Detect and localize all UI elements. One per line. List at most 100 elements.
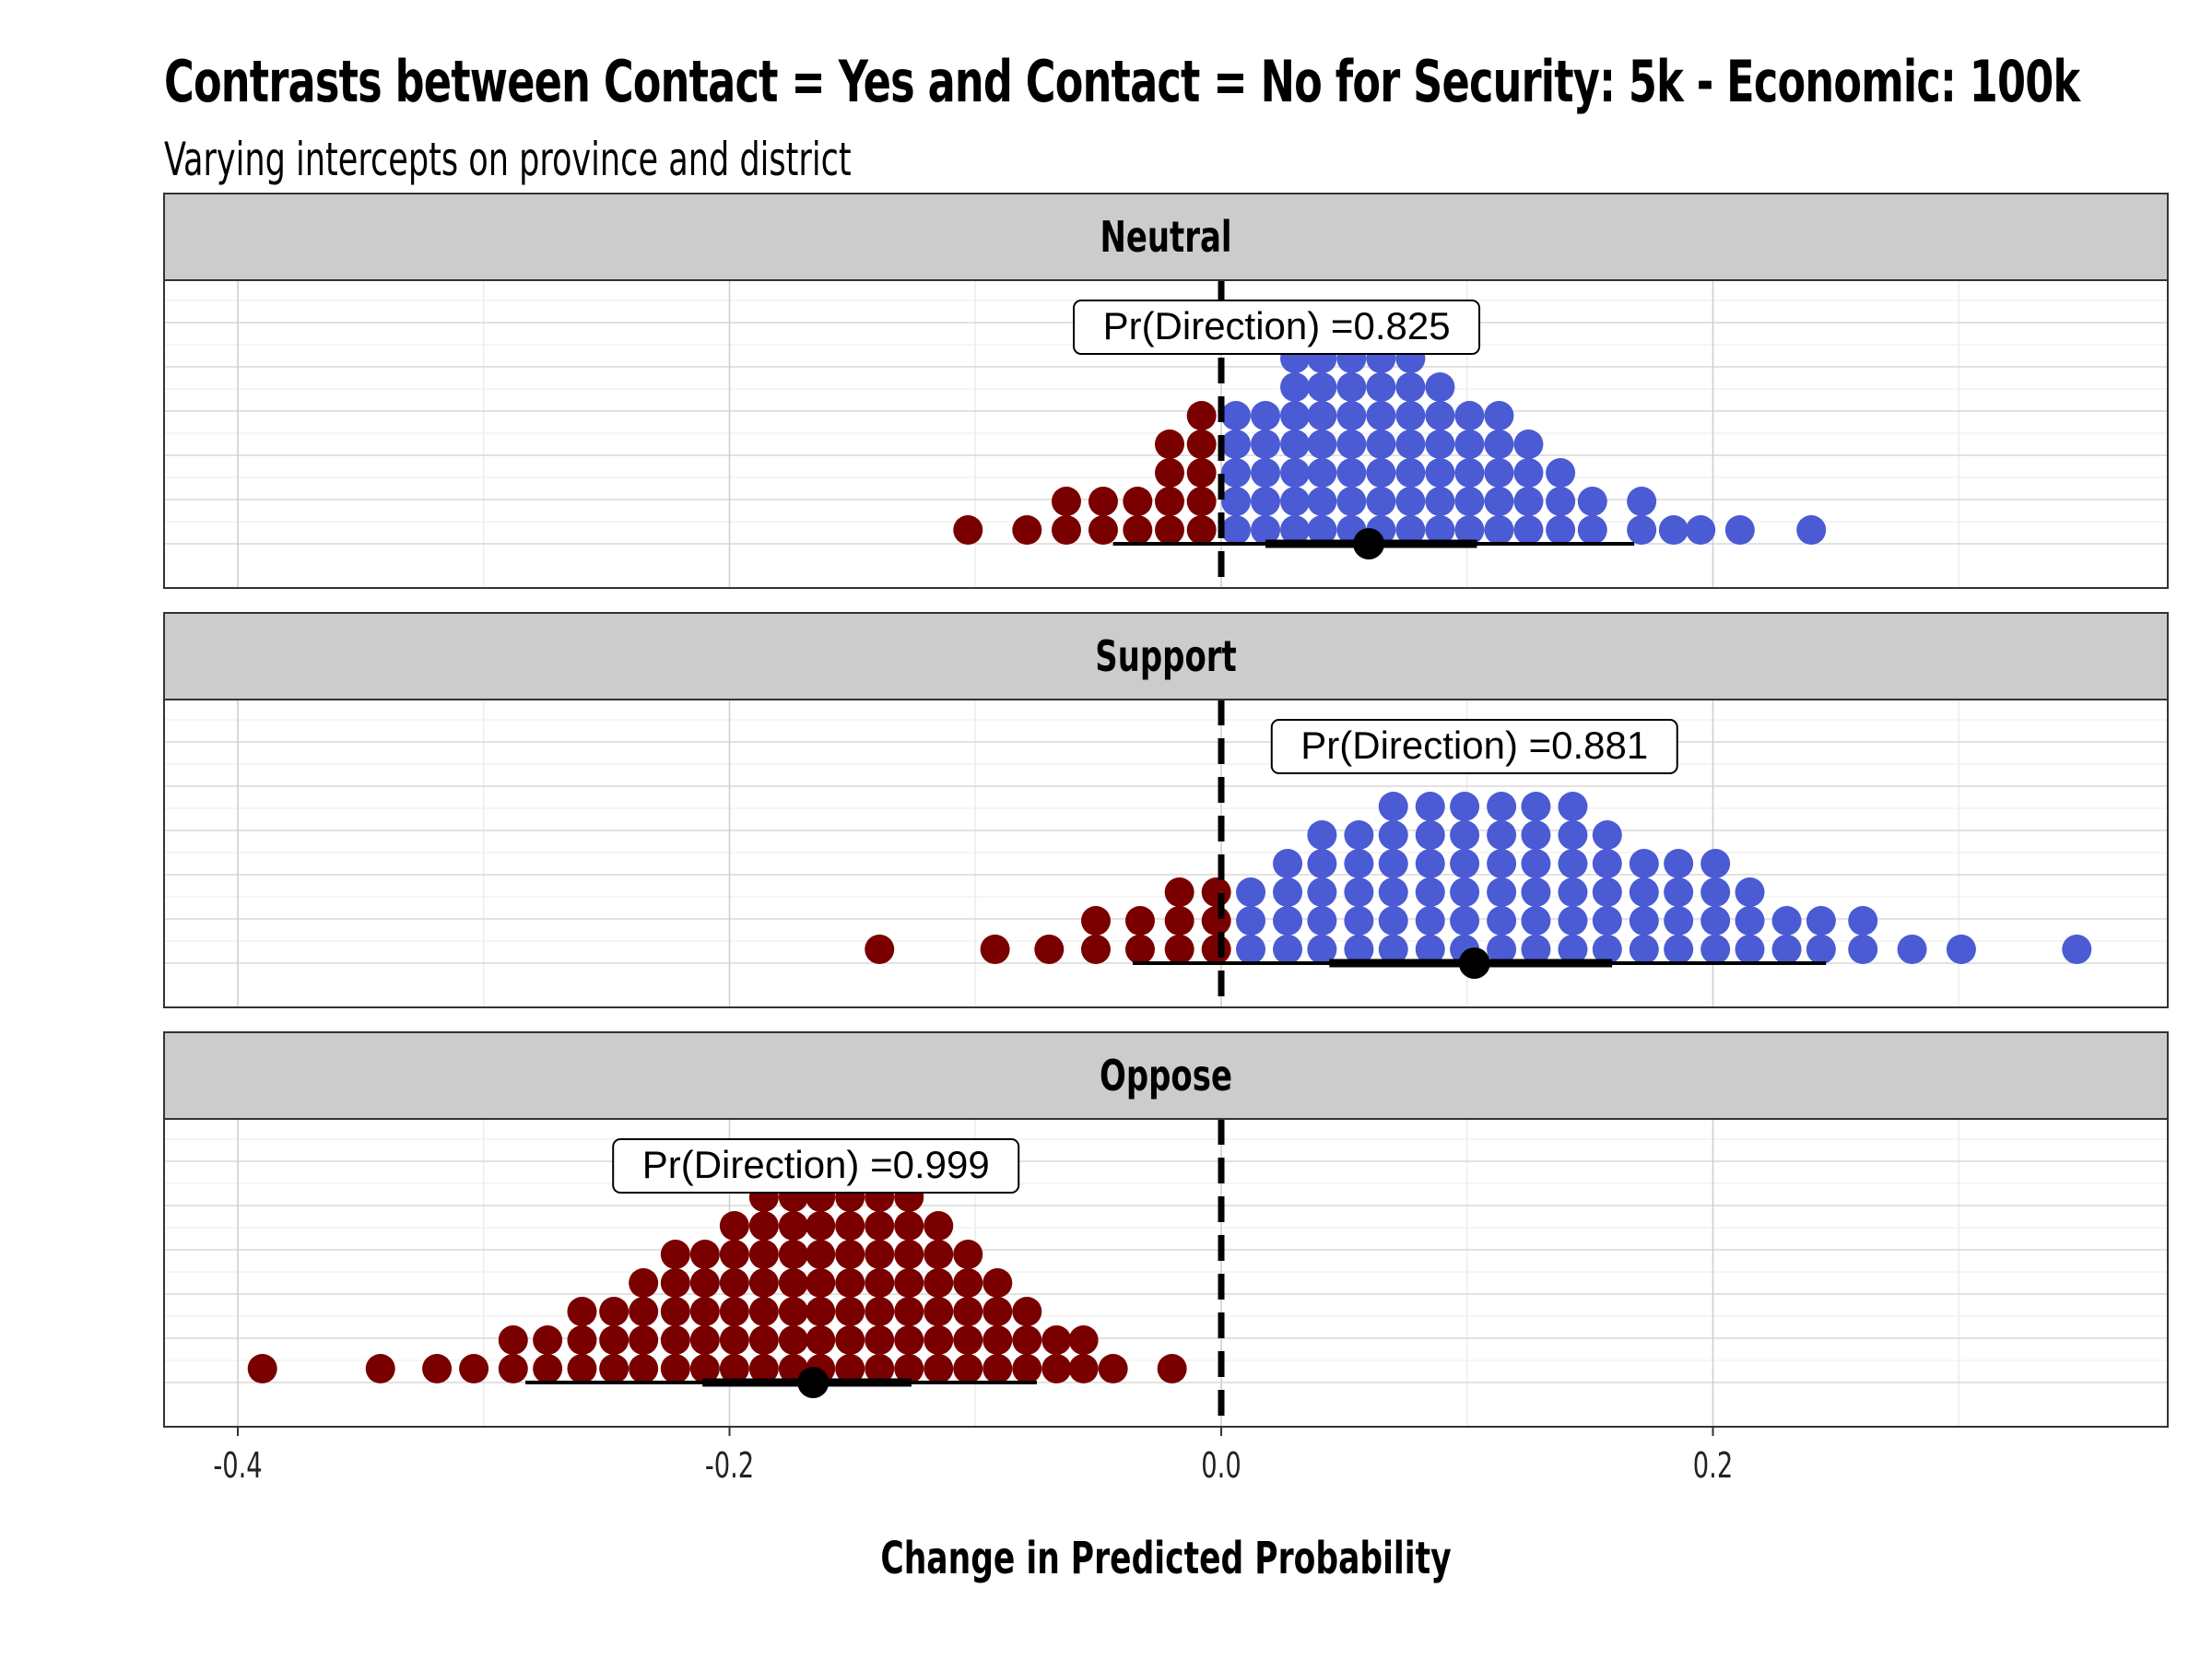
data-dot xyxy=(1450,849,1480,878)
data-dot xyxy=(1080,906,1111,935)
data-dot xyxy=(1735,877,1765,907)
data-dot xyxy=(1395,487,1426,516)
data-dot xyxy=(1558,877,1588,907)
data-dot xyxy=(924,1325,954,1355)
data-dot xyxy=(1186,401,1217,430)
data-dot xyxy=(1700,877,1731,907)
data-dot xyxy=(894,1240,924,1269)
data-dot xyxy=(1186,515,1217,545)
data-dot xyxy=(1251,458,1281,488)
data-dot xyxy=(1487,792,1517,821)
data-dot xyxy=(689,1354,720,1383)
data-dot xyxy=(1487,849,1517,878)
data-dot xyxy=(1577,487,1607,516)
data-dot xyxy=(1273,849,1303,878)
data-dot xyxy=(982,1354,1013,1383)
data-dot xyxy=(1307,820,1337,850)
data-dot xyxy=(748,1354,779,1383)
data-dot xyxy=(778,1211,808,1241)
data-dot xyxy=(1251,401,1281,430)
data-dot xyxy=(689,1297,720,1326)
data-dot xyxy=(1487,935,1517,964)
data-dot xyxy=(1280,487,1311,516)
data-dot xyxy=(1487,877,1517,907)
data-dot xyxy=(835,1325,865,1355)
data-dot xyxy=(1164,935,1194,964)
data-dot xyxy=(1521,792,1551,821)
data-dot xyxy=(1280,372,1311,402)
data-dot xyxy=(1558,849,1588,878)
data-dot xyxy=(719,1297,749,1326)
data-dot xyxy=(1848,935,1878,964)
x-tick-label: 0.2 xyxy=(1693,1446,1733,1487)
data-dot xyxy=(719,1211,749,1241)
data-dot xyxy=(1068,1354,1099,1383)
data-dot xyxy=(894,1211,924,1241)
data-dot xyxy=(1280,515,1311,545)
data-dot xyxy=(1546,515,1576,545)
data-dot xyxy=(498,1354,528,1383)
median-point xyxy=(1458,947,1490,979)
data-dot xyxy=(1307,877,1337,907)
data-dot xyxy=(1513,487,1544,516)
data-dot xyxy=(894,1297,924,1326)
data-dot xyxy=(1068,1325,1099,1355)
data-dot xyxy=(1236,906,1266,935)
data-dot xyxy=(953,1297,983,1326)
data-dot xyxy=(1012,1297,1042,1326)
panel-strip xyxy=(163,1031,2169,1120)
data-dot xyxy=(1592,849,1622,878)
data-dot xyxy=(1336,429,1367,459)
data-dot xyxy=(1592,935,1622,964)
data-dot xyxy=(1041,1325,1072,1355)
data-dot xyxy=(1336,458,1367,488)
data-dot xyxy=(1221,429,1252,459)
data-dot xyxy=(1592,906,1622,935)
data-dot xyxy=(1897,935,1927,964)
data-dot xyxy=(806,1240,836,1269)
data-dot xyxy=(1307,935,1337,964)
data-dot xyxy=(1307,515,1337,545)
data-dot xyxy=(689,1240,720,1269)
data-dot xyxy=(1088,487,1118,516)
data-dot xyxy=(1700,849,1731,878)
data-dot xyxy=(1415,935,1445,964)
data-dot xyxy=(1378,849,1408,878)
pr-direction-label-box xyxy=(1073,300,1481,355)
data-dot xyxy=(1201,877,1231,907)
data-dot xyxy=(1700,935,1731,964)
data-dot xyxy=(1450,906,1480,935)
data-dot xyxy=(660,1325,690,1355)
data-dot xyxy=(894,1268,924,1298)
data-dot xyxy=(1450,820,1480,850)
data-dot xyxy=(1157,1354,1187,1383)
data-dot xyxy=(1164,906,1194,935)
data-dot xyxy=(660,1240,690,1269)
data-dot xyxy=(1454,458,1485,488)
data-dot xyxy=(924,1354,954,1383)
data-dot xyxy=(1186,458,1217,488)
data-dot xyxy=(1558,935,1588,964)
data-dot xyxy=(924,1240,954,1269)
data-dot xyxy=(1454,515,1485,545)
panel-strip-label: Oppose xyxy=(1100,1051,1232,1100)
data-dot xyxy=(806,1297,836,1326)
data-dot xyxy=(1307,372,1337,402)
data-dot xyxy=(689,1325,720,1355)
data-dot xyxy=(982,1268,1013,1298)
data-dot xyxy=(1123,487,1153,516)
data-dot xyxy=(629,1268,659,1298)
data-dot xyxy=(533,1325,563,1355)
data-dot xyxy=(748,1268,779,1298)
data-dot xyxy=(1336,401,1367,430)
data-dot xyxy=(953,1240,983,1269)
chart-title: Contrasts between Contact = Yes and Cont… xyxy=(164,48,2080,115)
data-dot xyxy=(1735,935,1765,964)
data-dot xyxy=(1415,820,1445,850)
data-dot xyxy=(1273,935,1303,964)
data-dot xyxy=(1454,487,1485,516)
data-dot xyxy=(1629,877,1659,907)
data-dot xyxy=(1236,877,1266,907)
data-dot xyxy=(1425,401,1455,430)
panel-strip-label: Neutral xyxy=(1100,212,1231,262)
